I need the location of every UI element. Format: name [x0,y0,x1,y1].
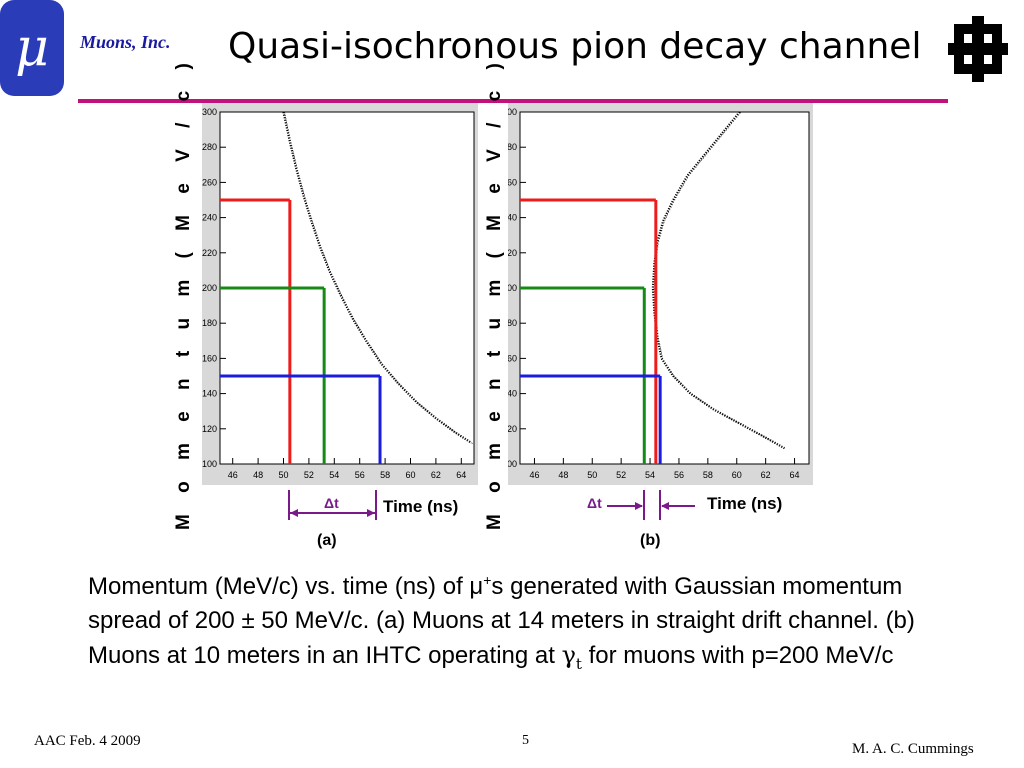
footer-date: AAC Feb. 4 2009 [34,733,141,749]
y-tick-label: 120 [202,424,217,434]
y-tick-label: 180 [202,318,217,328]
y-axis-label-b: M o m e n t u m ( M e V / c ) [484,55,505,530]
footer-author: M. A. C. Cummings [852,741,974,757]
muons-logo: μ [0,0,64,96]
gamma-subscript: t [575,654,582,673]
y-tick-label: 120 [508,424,517,434]
caption-text-3: for muons with p=200 MeV/c [581,642,894,669]
y-tick-label: 240 [202,213,217,223]
x-tick-label: 50 [587,470,597,480]
x-tick-label: 52 [616,470,626,480]
data-curve [282,111,473,444]
caption-text-2: s generated with Gaussian momentum sprea… [88,573,915,669]
x-axis-label-b: Time (ns) [707,494,783,513]
x-tick-label: 60 [732,470,742,480]
gamma-symbol: γ [561,641,576,669]
fermilab-logo-icon [948,16,1008,82]
company-name: Muons, Inc. [80,32,171,52]
x-tick-label: 54 [329,470,339,480]
y-tick-label: 160 [508,353,517,363]
y-tick-label: 140 [508,389,517,399]
y-tick-label: 280 [508,142,517,152]
y-tick-label: 220 [202,248,217,258]
mu-symbol: μ [15,18,49,78]
title-rule [78,99,948,103]
x-tick-label: 48 [253,470,263,480]
caption-text-1: Momentum (MeV/c) vs. time (ns) of μ [88,573,484,600]
y-tick-label: 160 [202,353,217,363]
y-tick-label: 260 [202,177,217,187]
y-tick-label: 220 [508,248,517,258]
delta-t-marker-a [288,490,377,520]
y-tick-label: 240 [508,213,517,223]
momentum-time-plot-a: 46 48 50 52 54 56 58 60 62 64 100 120 140 160 180 200 22… [202,103,478,485]
y-tick-label: 260 [508,177,517,187]
y-tick-label: 100 [202,459,217,469]
momentum-time-plot-b: 46 48 50 52 54 56 58 60 62 64 100 120 140 160 180 200 22… [508,103,813,485]
x-tick-label: 54 [645,470,655,480]
delta-t-label-b: Δt [587,495,602,511]
slide-title: Quasi-isochronous pion decay channel [228,26,922,67]
y-tick-label: 140 [202,389,217,399]
y-tick-label: 300 [202,107,217,117]
x-axis-label-a: Time (ns) [383,497,459,516]
y-tick-label: 100 [508,459,517,469]
x-tick-label: 56 [355,470,365,480]
panel-label-a: (a) [317,532,337,549]
x-tick-label: 62 [431,470,441,480]
slide-number: 5 [522,733,529,748]
caption-superscript: + [483,572,492,588]
x-tick-label: 64 [456,470,466,480]
x-tick-label: 60 [405,470,415,480]
x-tick-label: 58 [380,470,390,480]
delta-t-marker-b [607,490,695,520]
panel-label-b: (b) [640,532,661,549]
x-tick-label: 48 [558,470,568,480]
x-tick-label: 64 [790,470,800,480]
x-tick-label: 46 [529,470,539,480]
x-tick-label: 50 [278,470,288,480]
x-tick-label: 46 [228,470,238,480]
x-tick-label: 52 [304,470,314,480]
y-tick-label: 180 [508,318,517,328]
x-tick-label: 58 [703,470,713,480]
y-tick-label: 200 [202,283,217,293]
y-tick-label: 300 [508,107,517,117]
y-tick-label: 280 [202,142,217,152]
x-tick-label: 62 [761,470,771,480]
x-tick-label: 56 [674,470,684,480]
figure-caption: Momentum (MeV/c) vs. time (ns) of μ+s ge… [88,563,938,681]
y-axis-label-a: M o m e n t u m ( M e V / c ) [173,55,194,530]
y-tick-label: 200 [508,283,517,293]
delta-t-label-a: Δt [324,495,339,511]
